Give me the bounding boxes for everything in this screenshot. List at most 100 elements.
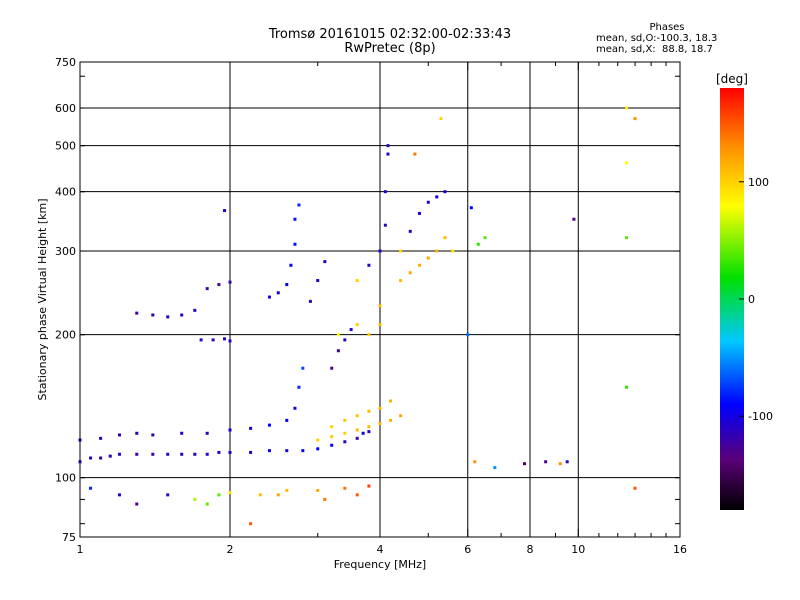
data-point [565,460,569,464]
stats-heading: Phases [649,22,685,33]
y-tick-label: 100 [55,472,76,485]
data-point [276,291,280,295]
data-point [249,450,253,454]
data-point [625,385,629,389]
data-point [316,488,320,492]
x-tick-label: 6 [464,543,471,556]
data-point [413,152,417,156]
data-point [367,430,371,434]
data-point [417,211,421,215]
data-point [316,438,320,442]
y-tick-label: 600 [55,102,76,115]
data-point [378,249,382,253]
data-point [117,493,121,497]
data-point [293,406,297,410]
stats-line-o: mean, sd,O:-100.3, 18.3 [596,33,718,44]
data-point [355,323,359,327]
data-point [316,447,320,451]
x-axis-label: Frequency [MHz] [334,558,426,571]
y-ticks: 75 100 200 300 400 500 600 750 [55,56,680,544]
data-point [343,418,347,422]
data-point [476,242,480,246]
data-point [378,422,382,426]
data-point [99,456,103,460]
data-point [166,493,170,497]
data-point [228,339,232,343]
data-point [228,280,232,284]
data-point [343,486,347,490]
data-point [330,443,334,447]
data-point [217,493,221,497]
data-point [355,428,359,432]
chart-subtitle: RwPretec (8p) [344,41,436,56]
data-point [625,236,629,240]
x-ticks: 1 2 4 6 8 10 16 [77,62,687,556]
data-point [301,366,305,370]
data-point [367,409,371,413]
data-point [443,190,447,194]
data-point [367,425,371,429]
colorbar-ticks: 100 0 -100 [739,176,773,423]
data-point [285,418,289,422]
data-point [135,431,139,435]
data-point [625,161,629,165]
data-point [249,426,253,430]
data-point [301,449,305,453]
data-point [276,493,280,497]
data-point [135,311,139,315]
data-point [355,436,359,440]
data-point [443,236,447,240]
data-point [399,279,403,283]
data-point [193,452,197,456]
data-point [343,338,347,342]
data-point [180,431,184,435]
data-point [435,249,439,253]
x-tick-label: 4 [377,543,384,556]
data-point [151,452,155,456]
y-tick-label: 300 [55,245,76,258]
data-point [285,488,289,492]
y-tick-label: 75 [62,531,76,544]
data-point [228,491,232,495]
x-tick-label: 10 [571,543,585,556]
data-point [558,462,562,466]
x-tick-label: 8 [527,543,534,556]
data-point [151,433,155,437]
data-point [151,313,155,317]
data-point [211,338,215,342]
data-point [367,263,371,267]
data-point [180,313,184,317]
data-point [343,431,347,435]
data-point [323,497,327,501]
data-point [289,263,293,267]
data-point [355,493,359,497]
data-point [343,440,347,444]
data-point [473,460,477,464]
scatter-points [78,106,637,526]
data-point [228,428,232,432]
data-point [435,195,439,199]
data-point [451,249,455,253]
data-point [399,249,403,253]
data-point [389,399,393,403]
data-point [217,450,221,454]
y-tick-label: 200 [55,329,76,342]
data-point [378,304,382,308]
data-point [258,493,262,497]
y-tick-label: 400 [55,186,76,199]
data-point [285,449,289,453]
data-point [625,106,629,110]
data-point [330,366,334,370]
data-point [293,242,297,246]
stats-line-x: mean, sd,X: 88.8, 18.7 [596,44,713,55]
data-point [135,452,139,456]
data-point [193,308,197,312]
data-point [367,333,371,337]
data-point [386,144,390,148]
data-point [285,283,289,287]
data-point [361,431,365,435]
data-point [166,315,170,319]
data-point [523,462,527,466]
data-point [367,484,371,488]
